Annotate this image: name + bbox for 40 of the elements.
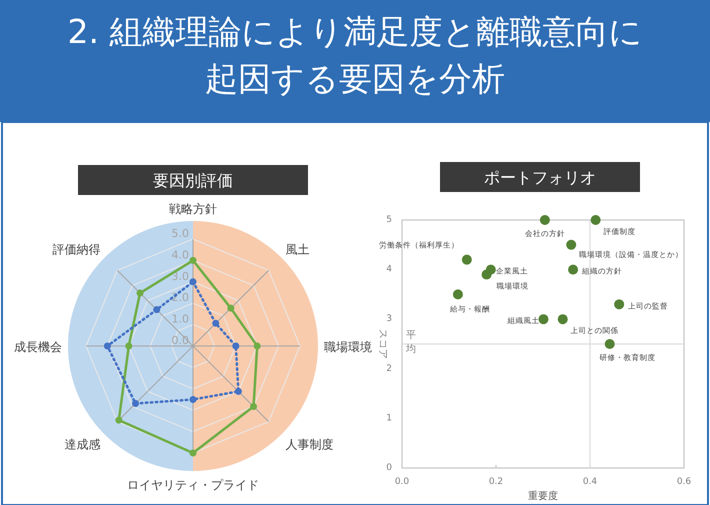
- x-tick-label: 0.2: [488, 477, 504, 487]
- point: [462, 254, 472, 265]
- spoke-label: 職場環境: [324, 340, 372, 354]
- point: [540, 215, 550, 225]
- y-tick-label: 2.0: [172, 291, 189, 304]
- point: [604, 339, 615, 349]
- y-tick-label: 1: [386, 413, 392, 424]
- spoke-label: ロイヤリティ・プライド: [127, 478, 259, 492]
- chart-title: 要因別評価: [153, 171, 233, 190]
- text: 2. 組織理論により満足度と離職意向に起因する要因を分析: [66, 11, 644, 100]
- y-axis-title: スコア: [377, 329, 388, 359]
- spoke-label: 戦略方針: [169, 202, 217, 216]
- x-tick-label: 0.6: [676, 477, 692, 487]
- y-tick-label: 5.0: [172, 227, 189, 240]
- y-tick-label: 0: [386, 463, 392, 473]
- spoke-label: 評価納得: [52, 242, 100, 256]
- x-axis-title: 重要度: [528, 490, 558, 502]
- spoke-label: 達成感: [64, 438, 100, 452]
- y-tick-label: 1.0: [172, 312, 189, 326]
- point: [452, 289, 463, 300]
- point: [568, 264, 578, 275]
- ref-line-label: 平均: [405, 330, 416, 355]
- x-tick-label: 0.0: [394, 477, 410, 487]
- point: [590, 215, 601, 225]
- y-tick-label: 2: [386, 364, 392, 374]
- y-tick-label: 4.0: [172, 248, 189, 262]
- point: [614, 299, 624, 310]
- chart-title: ポートフォリオ: [484, 168, 596, 187]
- point: [558, 314, 568, 324]
- spoke-label: 成長機会: [14, 340, 62, 354]
- y-tick-label: 3: [386, 314, 392, 324]
- y-tick-label: 0.0: [172, 334, 189, 347]
- point: [482, 270, 492, 280]
- point: [566, 240, 576, 250]
- point: [538, 314, 548, 324]
- spoke-label: 人事制度: [286, 438, 334, 452]
- x-tick-label: 0.4: [582, 477, 598, 487]
- spoke-label: 風土: [286, 242, 310, 256]
- y-tick-label: 5: [386, 215, 392, 225]
- y-tick-label: 4: [386, 264, 392, 275]
